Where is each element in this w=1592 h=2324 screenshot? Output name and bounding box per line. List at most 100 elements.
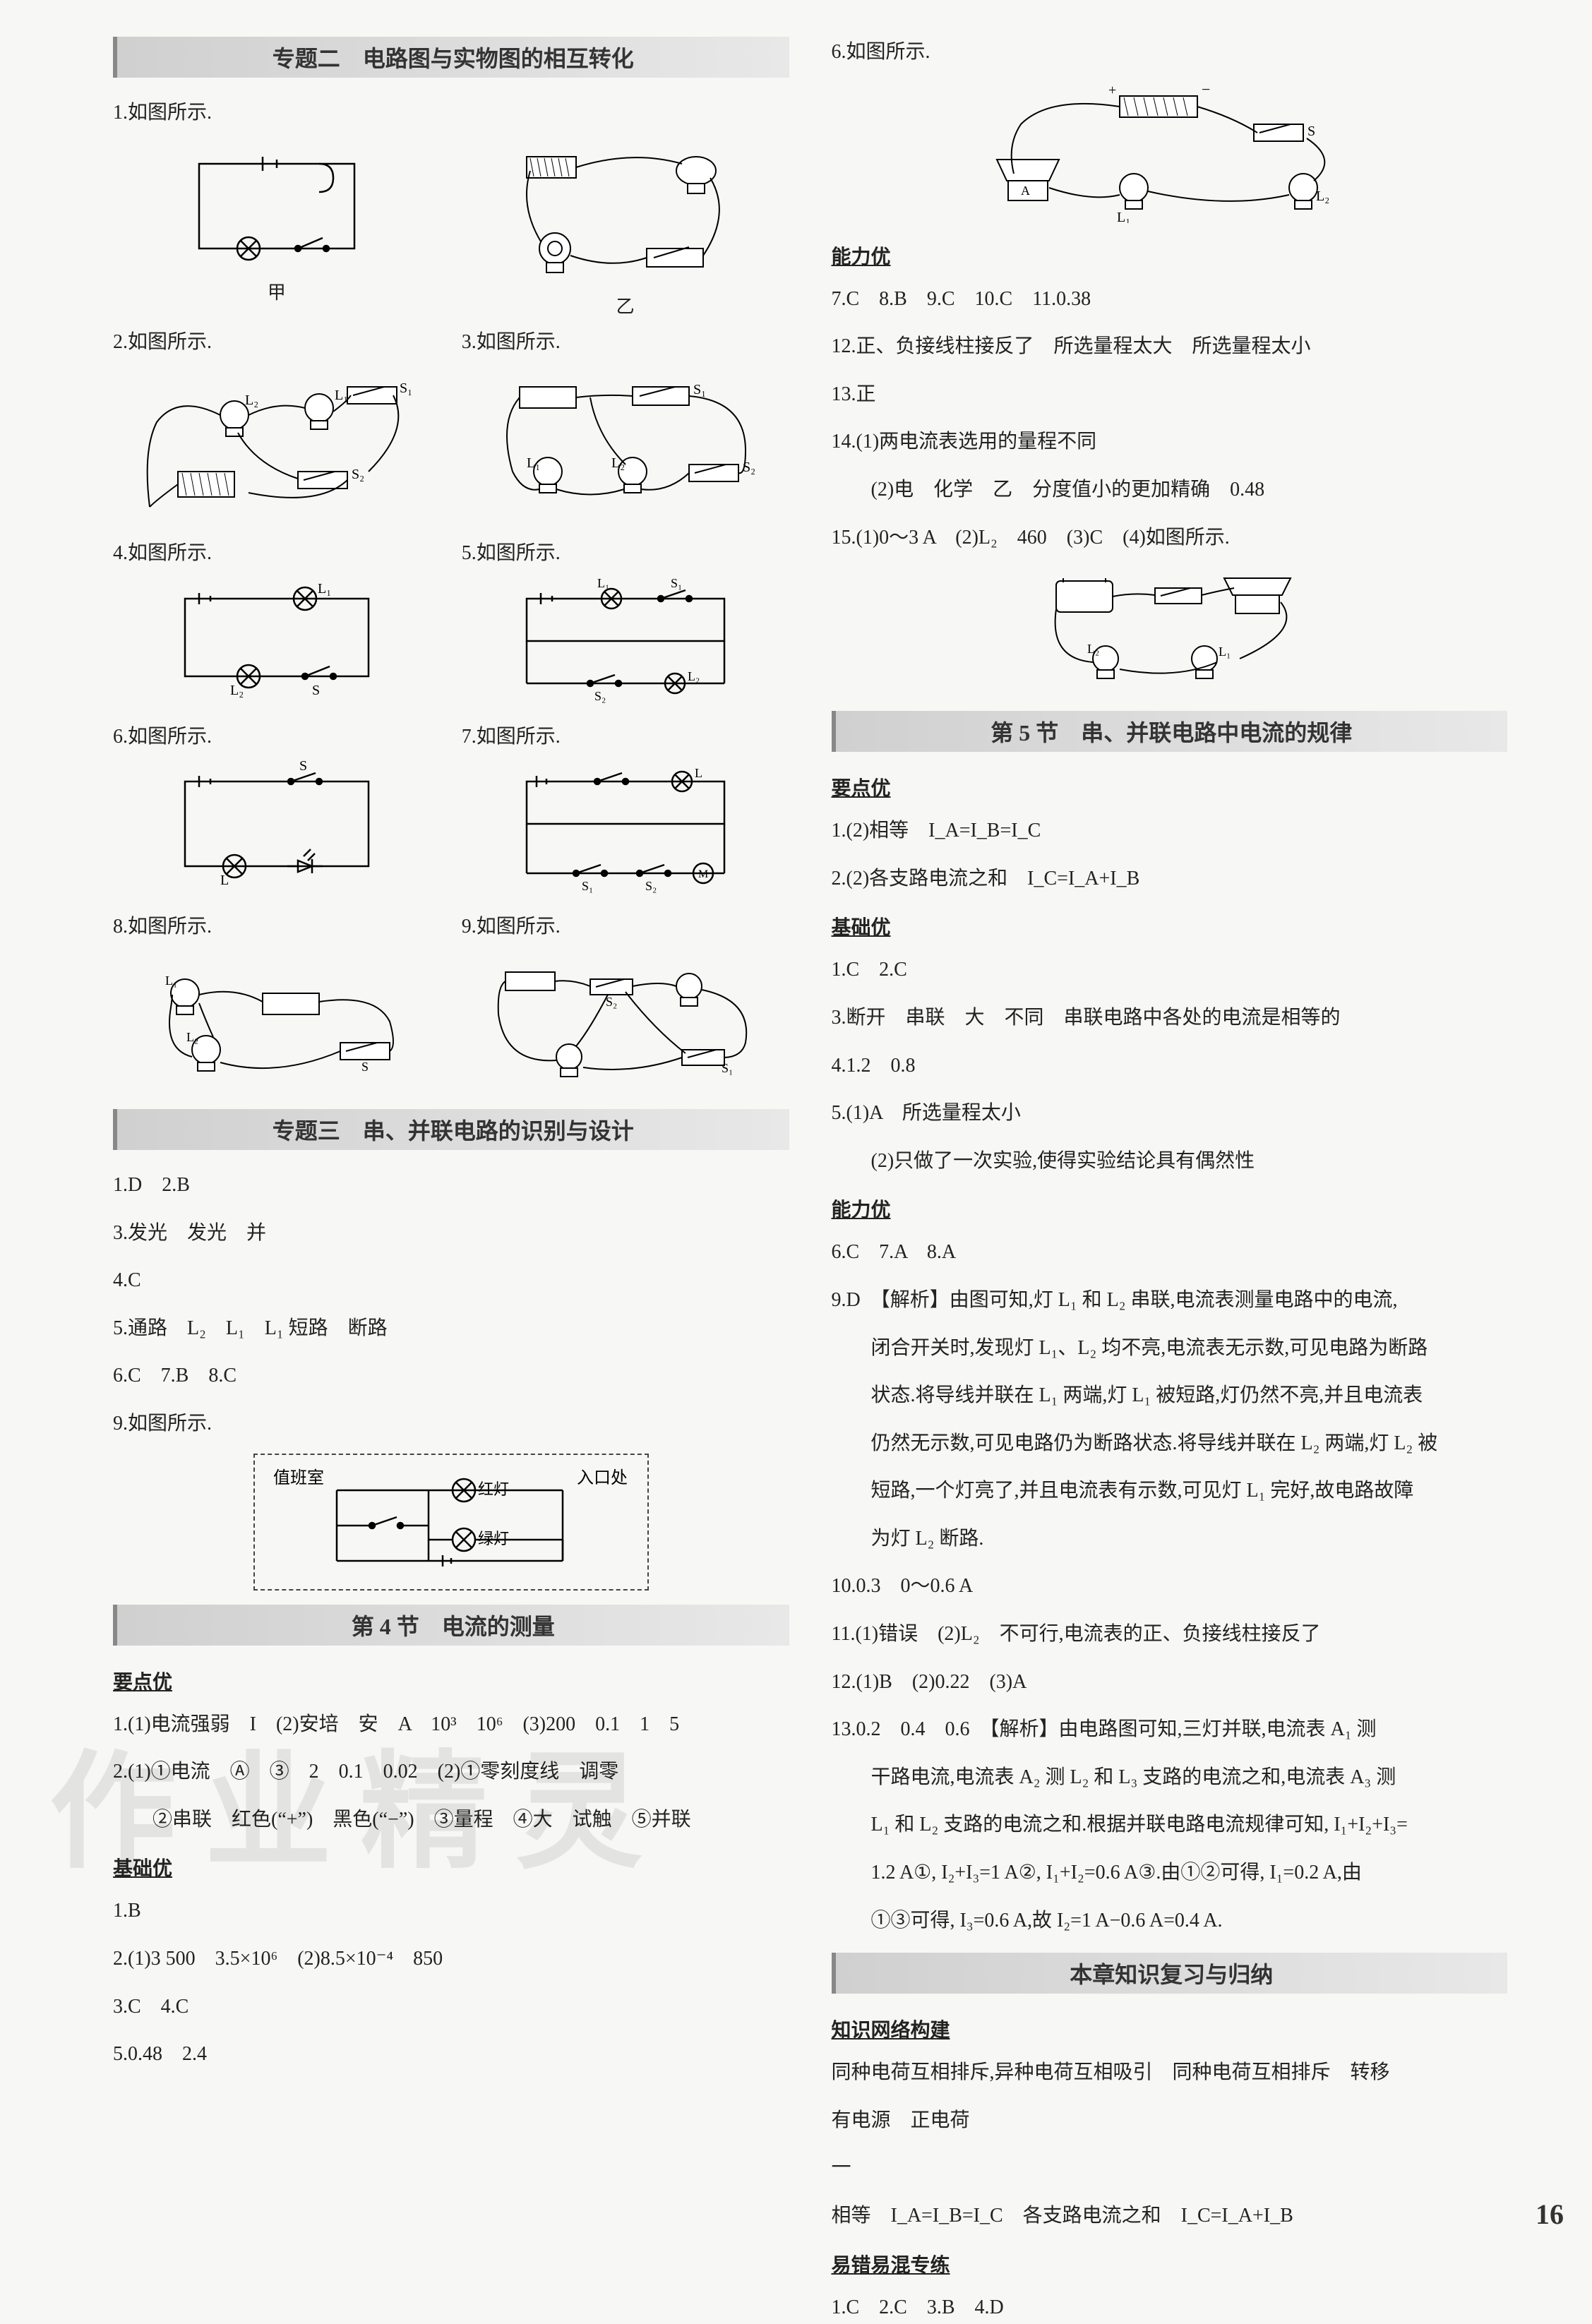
rv-b1: 同种电荷互相排斥,异种电荷互相吸引 同种电荷互相排斥 转移 xyxy=(832,2056,1508,2090)
r-n13: 13.正 xyxy=(832,378,1508,412)
svg-text:入口处: 入口处 xyxy=(577,1468,628,1487)
s5-jichu: 基础优 xyxy=(832,912,1508,940)
q8-text: 8.如图所示. xyxy=(113,910,441,944)
rv-b3: 一 xyxy=(832,2151,1508,2185)
svg-text:L₁: L₁ xyxy=(165,974,177,988)
svg-text:L₂: L₂ xyxy=(1316,188,1329,204)
q1-figures: 甲 xyxy=(113,137,789,318)
t3-l4: 4.C xyxy=(113,1264,789,1298)
s5-y2: 2.(2)各支路电流之和 I_C=I_A+I_B xyxy=(832,862,1508,896)
svg-text:L: L xyxy=(695,766,702,780)
s5-j5a: 5.(1)A 所选量程太小 xyxy=(832,1096,1508,1130)
rv-b4: 相等 I_A=I_B=I_C 各支路电流之和 I_C=I_A+I_B xyxy=(832,2199,1508,2233)
svg-text:M: M xyxy=(698,868,708,880)
svg-text:S₁: S₁ xyxy=(722,1061,733,1075)
svg-text:−: − xyxy=(1202,82,1210,98)
review-header: 本章知识复习与归纳 xyxy=(832,1953,1508,1994)
t3-l1: 1.D 2.B xyxy=(113,1168,789,1202)
q7-text: 7.如图所示. xyxy=(462,720,789,754)
svg-text:红灯: 红灯 xyxy=(478,1480,509,1498)
topic2-header: 专题二 电路图与实物图的相互转化 xyxy=(113,37,789,78)
fig-r-15: L₂ L₁ xyxy=(1014,567,1324,694)
fig-topic3-9: 值班室 入口处 红灯 绿灯 xyxy=(253,1454,649,1591)
fig-2: L₂ L₁ S₁ S₂ xyxy=(113,366,441,521)
svg-text:S: S xyxy=(1307,124,1315,139)
svg-text:L₁: L₁ xyxy=(1117,210,1130,223)
r-n12: 12.正、负接线柱接反了 所选量程太大 所选量程太小 xyxy=(832,330,1508,364)
svg-text:L₂: L₂ xyxy=(245,393,258,408)
fig-5: L₁ S₁ S₂ L₂ xyxy=(462,577,789,705)
q4-text: 4.如图所示. xyxy=(113,537,441,570)
t3-l5: 5.通路 L₂ L₁ L₁ 短路 断路 xyxy=(113,1312,789,1346)
q9-text: 9.如图所示. xyxy=(462,910,789,944)
rv-b2: 有电源 正电荷 xyxy=(832,2104,1508,2138)
rv-build: 知识网络构建 xyxy=(832,2015,1508,2043)
svg-text:S: S xyxy=(299,760,307,774)
svg-text:S₂: S₂ xyxy=(645,879,657,893)
right-column: 6.如图所示. + − A L₁ S xyxy=(832,28,1508,2224)
s4-y2: 2.(1)①电流 Ⓐ ③ 2 0.1 0.02 (2)①零刻度线 调零 xyxy=(113,1755,789,1789)
s5-n9b: 闭合开关时,发现灯 L₁、L₂ 均不亮,电流表无示数,可见电路为断路 xyxy=(832,1331,1508,1365)
r-nengli: 能力优 xyxy=(832,241,1508,270)
left-column: 专题二 电路图与实物图的相互转化 1.如图所示. xyxy=(113,28,789,2224)
svg-text:S: S xyxy=(312,683,320,697)
s4-jichu: 基础优 xyxy=(113,1853,789,1881)
r-n14b: (2)电 化学 乙 分度值小的更加精确 0.48 xyxy=(832,473,1508,507)
fig-7: L S₁ S₂ M xyxy=(462,760,789,894)
svg-text:L₂: L₂ xyxy=(186,1030,198,1044)
s4-j3: 3.C 4.C xyxy=(113,1990,789,2024)
two-column-layout: 专题二 电路图与实物图的相互转化 1.如图所示. xyxy=(113,28,1507,2224)
r-n1: 7.C 8.B 9.C 10.C 11.0.38 xyxy=(832,282,1508,316)
s5-n13d: 1.2 A①, I₂+I₃=1 A②, I₁+I₂=0.6 A③.由①②可得, … xyxy=(832,1856,1508,1890)
fig-1b-realistic xyxy=(462,143,789,284)
svg-text:L₁: L₁ xyxy=(318,581,331,597)
fig-1a-caption: 甲 xyxy=(113,278,441,304)
svg-text:值班室: 值班室 xyxy=(273,1468,324,1487)
s5-j1: 1.C 2.C xyxy=(832,953,1508,987)
svg-text:L: L xyxy=(220,873,229,887)
rv-easy: 易错易混专练 xyxy=(832,2250,1508,2278)
q6-text: 6.如图所示. xyxy=(113,720,441,754)
svg-text:绿灯: 绿灯 xyxy=(478,1530,509,1547)
s4-j1: 1.B xyxy=(113,1894,789,1928)
svg-text:S₁: S₁ xyxy=(693,382,706,397)
s5-n9a: 9.D 【解析】由图可知,灯 L₁ 和 L₂ 串联,电流表测量电路中的电流, xyxy=(832,1283,1508,1317)
s5-n1: 6.C 7.A 8.A xyxy=(832,1235,1508,1269)
s5-n13e: ①③可得, I₃=0.6 A,故 I₂=1 A−0.6 A=0.4 A. xyxy=(832,1904,1508,1938)
t3-l3: 3.发光 发光 并 xyxy=(113,1216,789,1250)
svg-text:L₂: L₂ xyxy=(1087,642,1099,656)
rv-e1: 1.C 2.C 3.B 4.D xyxy=(832,2291,1508,2324)
s5-j3: 3.断开 串联 大 不同 串联电路中各处的电流是相等的 xyxy=(832,1001,1508,1035)
s5-n9c: 状态.将导线并联在 L₁ 两端,灯 L₁ 被短路,灯仍然不亮,并且电流表 xyxy=(832,1379,1508,1413)
fig-1b-caption: 乙 xyxy=(462,292,789,318)
t3-l6: 6.C 7.B 8.C xyxy=(113,1359,789,1393)
svg-text:+: + xyxy=(1108,83,1116,98)
s5-j4: 4.1.2 0.8 xyxy=(832,1049,1508,1083)
s5-n12: 12.(1)B (2)0.22 (3)A xyxy=(832,1665,1508,1699)
s5-n13a: 13.0.2 0.4 0.6 【解析】由电路图可知,三灯并联,电流表 A₁ 测 xyxy=(832,1713,1508,1747)
q3-text: 3.如图所示. xyxy=(462,325,789,359)
svg-text:S₂: S₂ xyxy=(352,467,364,482)
s5-n13b: 干路电流,电流表 A₂ 测 L₂ 和 L₃ 支路的电流之和,电流表 A₃ 测 xyxy=(832,1761,1508,1795)
s5-n9e: 短路,一个灯亮了,并且电流表有示数,可见灯 L₁ 完好,故电路故障 xyxy=(832,1474,1508,1508)
s4-j2: 2.(1)3 500 3.5×10⁶ (2)8.5×10⁻⁴ 850 xyxy=(113,1942,789,1976)
topic3-header: 专题三 串、并联电路的识别与设计 xyxy=(113,1109,789,1150)
s4-y1: 1.(1)电流强弱 I (2)安培 安 A 10³ 10⁶ (3)200 0.1… xyxy=(113,1708,789,1742)
fig-8: L₁ L₂ S xyxy=(113,951,441,1092)
s5-y1: 1.(2)相等 I_A=I_B=I_C xyxy=(832,814,1508,848)
fig-4: L₁ L₂ S xyxy=(113,577,441,697)
r-top6: 6.如图所示. xyxy=(832,35,1508,69)
svg-text:A: A xyxy=(1021,184,1030,198)
s5-yaodian: 要点优 xyxy=(832,773,1508,801)
q1-text: 1.如图所示. xyxy=(113,96,789,130)
fig-1a xyxy=(113,143,441,270)
fig-6: S L xyxy=(113,760,441,887)
section5-header: 第 5 节 串、并联电路中电流的规律 xyxy=(832,711,1508,752)
svg-text:S₁: S₁ xyxy=(671,577,682,590)
t3-l9: 9.如图所示. xyxy=(113,1407,789,1441)
svg-text:S₂: S₂ xyxy=(594,689,606,703)
page-number: 16 xyxy=(1536,2198,1564,2231)
s5-n10: 10.0.3 0～0.6 A xyxy=(832,1569,1508,1603)
s5-n9f: 为灯 L₂ 断路. xyxy=(832,1522,1508,1556)
q2-text: 2.如图所示. xyxy=(113,325,441,359)
